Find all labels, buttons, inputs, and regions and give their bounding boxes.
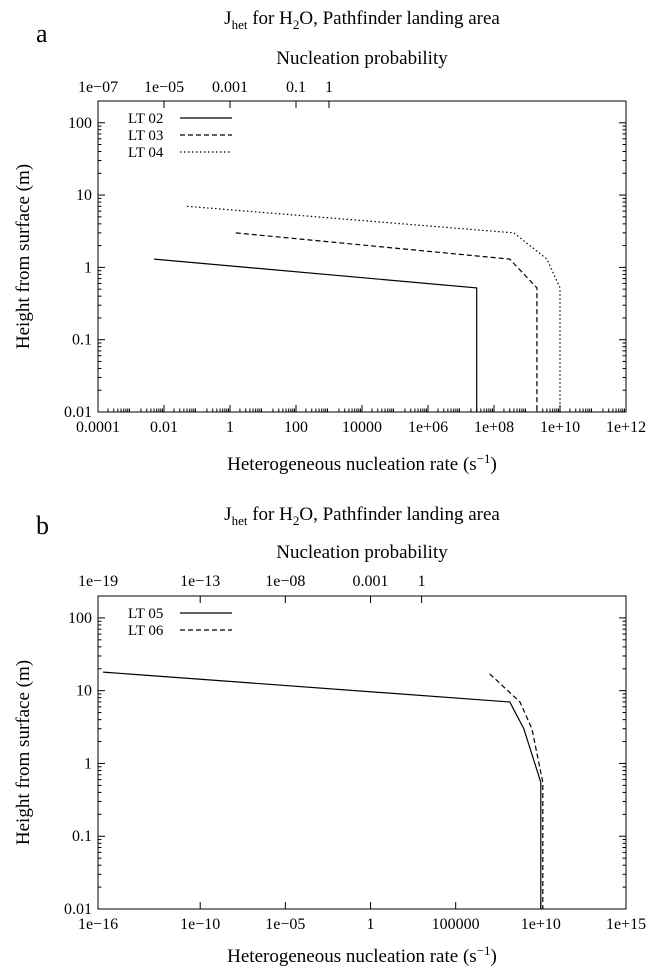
legend-label: LT 03	[128, 128, 163, 144]
y-axis-label: Height from surface (m)	[13, 660, 34, 845]
legend-label: LT 06	[128, 623, 164, 639]
top-axis-label: Nucleation probability	[276, 542, 448, 563]
chart-title: Jhet for H2O, Pathfinder landing area	[224, 8, 500, 32]
x-tick-label: 1	[226, 419, 234, 436]
x-tick-label: 1e+12	[606, 419, 646, 436]
chart-panel-a: Jhet for H2O, Pathfinder landing area a Nu…	[13, 8, 646, 475]
top-tick-label: 0.1	[286, 79, 306, 96]
x-tick-label: 1e+10	[540, 419, 580, 436]
x-tick-label: 100000	[432, 916, 480, 933]
plot-frame	[97, 595, 627, 910]
x-tick-label: 10000	[342, 419, 382, 436]
y-tick-label: 0.1	[72, 332, 92, 349]
panel-label: b	[36, 511, 49, 540]
chart-title: Jhet for H2O, Pathfinder landing area	[224, 504, 500, 528]
legend-label: LT 02	[128, 111, 163, 127]
x-axis-label: Heterogeneous nucleation rate (s−1)	[227, 451, 497, 475]
series-line-lt-06	[489, 673, 544, 909]
x-tick-label: 1e+15	[606, 916, 646, 933]
top-tick-label: 0.001	[212, 79, 248, 96]
y-axis-label: Height from surface (m)	[13, 164, 34, 349]
y-tick-label: 0.01	[64, 901, 92, 918]
x-tick-label: 1e−10	[180, 916, 220, 933]
top-tick-label: 1e−05	[144, 79, 184, 96]
x-tick-label: 1	[367, 916, 375, 933]
x-tick-label: 0.0001	[76, 419, 120, 436]
y-tick-label: 1	[84, 259, 92, 276]
top-tick-label: 1e−08	[265, 573, 305, 590]
top-tick-label: 1	[418, 573, 426, 590]
series-line-lt-04	[187, 205, 561, 412]
top-tick-label: 1	[325, 79, 333, 96]
series-line-lt-05	[103, 671, 542, 909]
x-tick-label: 0.01	[150, 419, 178, 436]
legend-label: LT 05	[128, 606, 163, 622]
y-tick-label: 10	[76, 187, 92, 204]
x-tick-label: 1e−16	[78, 916, 118, 933]
top-tick-label: 1e−13	[180, 573, 220, 590]
top-tick-label: 1e−19	[78, 573, 118, 590]
y-tick-label: 10	[76, 683, 92, 700]
top-axis-label: Nucleation probability	[276, 48, 448, 69]
y-tick-label: 100	[68, 115, 92, 132]
x-tick-label: 1e+06	[408, 419, 448, 436]
series-line-lt-02	[154, 258, 478, 412]
x-axis-label: Heterogeneous nucleation rate (s−1)	[227, 943, 497, 967]
legend-label: LT 04	[128, 145, 164, 161]
x-tick-label: 1e−05	[265, 916, 305, 933]
y-tick-label: 1	[84, 755, 92, 772]
panel-label: a	[36, 19, 48, 48]
x-tick-label: 100	[284, 419, 308, 436]
series-line-lt-03	[235, 232, 538, 412]
y-tick-label: 0.01	[64, 404, 92, 421]
top-tick-label: 1e−07	[78, 79, 118, 96]
x-tick-label: 1e+10	[521, 916, 561, 933]
top-tick-label: 0.001	[353, 573, 389, 590]
chart-panel-b: Jhet for H2O, Pathfinder landing area b Nu…	[13, 504, 646, 967]
x-tick-label: 1e+08	[474, 419, 514, 436]
plot-frame	[97, 100, 627, 413]
y-tick-label: 0.1	[72, 828, 92, 845]
y-tick-label: 100	[68, 610, 92, 627]
